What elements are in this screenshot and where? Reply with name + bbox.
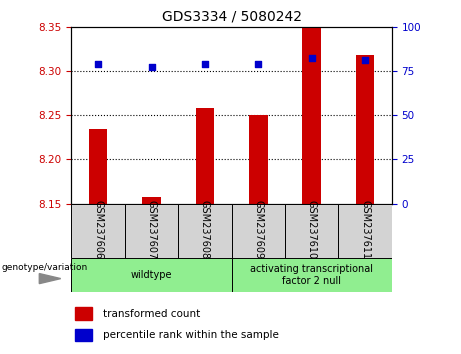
FancyBboxPatch shape: [71, 258, 231, 292]
Point: [361, 57, 369, 63]
FancyBboxPatch shape: [231, 204, 285, 258]
Text: activating transcriptional
factor 2 null: activating transcriptional factor 2 null: [250, 264, 373, 286]
Text: GSM237606: GSM237606: [93, 200, 103, 259]
Point: [308, 56, 315, 61]
Point: [95, 61, 102, 67]
Point: [148, 64, 155, 70]
Bar: [89, 129, 107, 204]
Bar: [195, 108, 214, 204]
Text: GSM237610: GSM237610: [307, 200, 317, 259]
FancyBboxPatch shape: [338, 204, 392, 258]
Text: GSM237607: GSM237607: [147, 200, 157, 259]
Bar: [249, 115, 268, 204]
Bar: [75, 329, 92, 341]
Bar: [302, 28, 321, 204]
FancyBboxPatch shape: [125, 204, 178, 258]
Text: GSM237608: GSM237608: [200, 200, 210, 259]
Text: GSM237609: GSM237609: [254, 200, 263, 259]
Title: GDS3334 / 5080242: GDS3334 / 5080242: [162, 10, 301, 24]
FancyBboxPatch shape: [178, 204, 231, 258]
Text: percentile rank within the sample: percentile rank within the sample: [103, 330, 279, 340]
Text: wildtype: wildtype: [131, 270, 172, 280]
FancyBboxPatch shape: [231, 258, 392, 292]
Bar: [75, 307, 92, 320]
Bar: [356, 55, 374, 204]
Text: transformed count: transformed count: [103, 309, 201, 319]
FancyBboxPatch shape: [71, 204, 125, 258]
FancyBboxPatch shape: [285, 204, 338, 258]
Point: [201, 61, 209, 67]
Text: GSM237611: GSM237611: [360, 200, 370, 259]
Text: genotype/variation: genotype/variation: [1, 263, 88, 272]
Bar: [142, 198, 161, 204]
Point: [254, 61, 262, 67]
Polygon shape: [39, 274, 61, 284]
